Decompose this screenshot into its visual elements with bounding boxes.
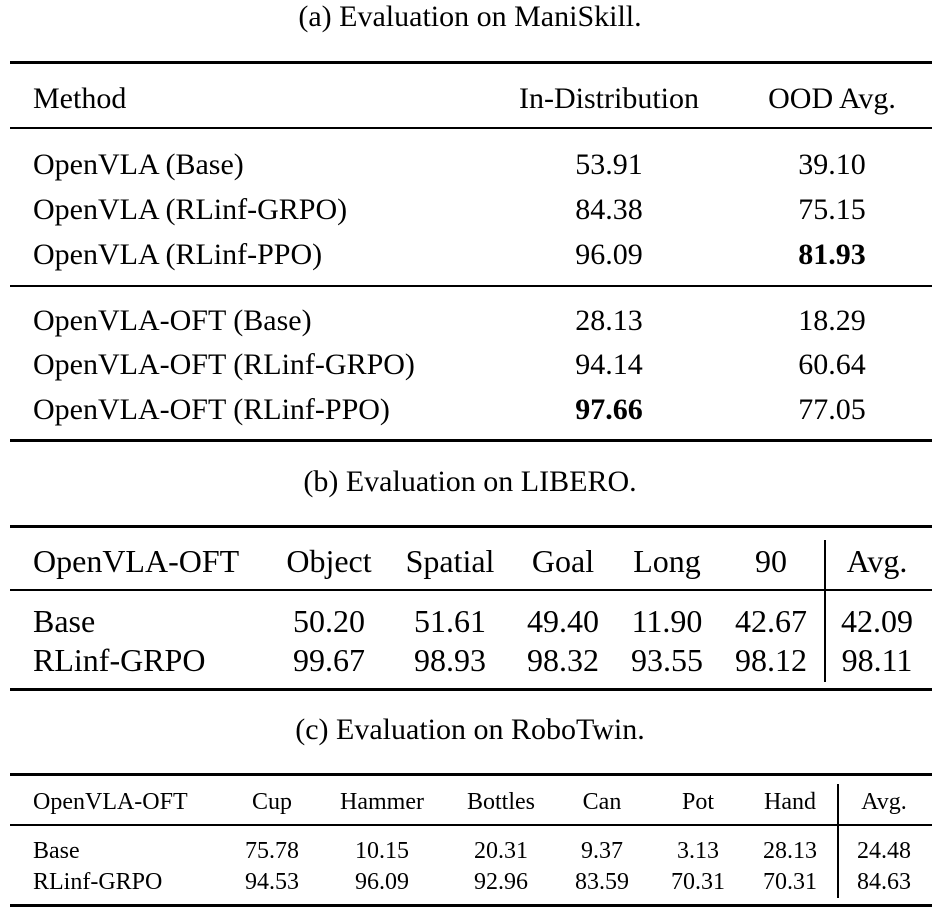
avg-separator: [824, 540, 826, 682]
value-cell: 3.13: [677, 838, 719, 864]
value-cell: 94.53: [245, 869, 299, 895]
caption-libero: (b) Evaluation on LIBERO.: [303, 465, 637, 498]
method-cell: OpenVLA-OFT (RLinf-PPO): [33, 393, 390, 426]
value-cell: 70.31: [671, 869, 725, 895]
header-bottles: Bottles: [466, 789, 536, 815]
group-rule: [10, 285, 932, 287]
avg-cell: 42.09: [841, 603, 913, 639]
value-cell: 77.05: [798, 393, 866, 426]
header-method: Method: [33, 82, 127, 115]
bottom-rule: [10, 904, 932, 907]
method-cell: OpenVLA (Base): [33, 148, 244, 181]
caption-maniskill: (a) Evaluation on ManiSkill.: [298, 0, 642, 33]
header-rule: [10, 127, 932, 129]
method-cell: RLinf-GRPO: [33, 642, 206, 678]
header-avg: Avg.: [846, 543, 908, 579]
method-cell: OpenVLA-OFT (Base): [33, 304, 312, 337]
value-cell: 9.37: [581, 838, 623, 864]
value-cell: 83.59: [575, 869, 629, 895]
value-cell: 96.09: [575, 238, 643, 271]
value-cell: 75.78: [245, 838, 299, 864]
avg-cell: 84.63: [857, 869, 911, 895]
best-value-cell: 97.66: [575, 393, 643, 426]
avg-cell: 98.11: [841, 642, 913, 678]
header-object: Object: [286, 543, 372, 579]
value-cell: 94.14: [575, 348, 643, 381]
value-cell: 60.64: [798, 348, 866, 381]
bottom-rule: [10, 688, 932, 691]
value-cell: 75.15: [798, 193, 866, 226]
header-can: Can: [582, 789, 622, 815]
header-rule: [10, 824, 932, 826]
best-value-cell: 81.93: [798, 238, 866, 271]
value-cell: 42.67: [735, 603, 807, 639]
method-cell: OpenVLA-OFT (RLinf-GRPO): [33, 348, 415, 381]
header-avg: Avg.: [861, 789, 907, 815]
value-cell: 51.61: [414, 603, 486, 639]
header-cup: Cup: [251, 789, 293, 815]
method-cell: Base: [33, 603, 96, 639]
value-cell: 28.13: [575, 304, 643, 337]
value-cell: 20.31: [474, 838, 528, 864]
method-cell: OpenVLA (RLinf-GRPO): [33, 193, 348, 226]
method-cell: Base: [33, 838, 80, 864]
value-cell: 53.91: [575, 148, 643, 181]
top-rule: [10, 773, 932, 776]
header-pot: Pot: [681, 789, 715, 815]
value-cell: 11.90: [631, 603, 703, 639]
value-cell: 49.40: [527, 603, 599, 639]
header-model: OpenVLA-OFT: [33, 543, 240, 579]
value-cell: 96.09: [355, 869, 409, 895]
value-cell: 50.20: [293, 603, 365, 639]
header-hand: Hand: [764, 789, 816, 815]
value-cell: 70.31: [763, 869, 817, 895]
value-cell: 28.13: [763, 838, 817, 864]
value-cell: 98.12: [735, 642, 807, 678]
header-ood-avg: OOD Avg.: [768, 82, 896, 115]
method-cell: OpenVLA (RLinf-PPO): [33, 238, 323, 271]
top-rule: [10, 525, 932, 528]
header-goal: Goal: [531, 543, 595, 579]
header-model: OpenVLA-OFT: [33, 789, 188, 815]
value-cell: 92.96: [474, 869, 528, 895]
header-spatial: Spatial: [405, 543, 495, 579]
value-cell: 98.32: [527, 642, 599, 678]
header-long: Long: [633, 543, 701, 579]
value-cell: 98.93: [414, 642, 486, 678]
bottom-rule: [10, 439, 932, 442]
value-cell: 99.67: [293, 642, 365, 678]
header-90: 90: [755, 543, 787, 579]
value-cell: 18.29: [798, 304, 866, 337]
avg-cell: 24.48: [857, 838, 911, 864]
value-cell: 93.55: [631, 642, 703, 678]
value-cell: 10.15: [355, 838, 409, 864]
avg-separator: [837, 784, 839, 898]
value-cell: 39.10: [798, 148, 866, 181]
header-hammer: Hammer: [340, 789, 424, 815]
header-in-distribution: In-Distribution: [519, 82, 699, 115]
value-cell: 84.38: [575, 193, 643, 226]
method-cell: RLinf-GRPO: [33, 869, 163, 895]
header-rule: [10, 589, 932, 591]
caption-robotwin: (c) Evaluation on RoboTwin.: [295, 713, 645, 746]
top-rule: [10, 61, 932, 64]
